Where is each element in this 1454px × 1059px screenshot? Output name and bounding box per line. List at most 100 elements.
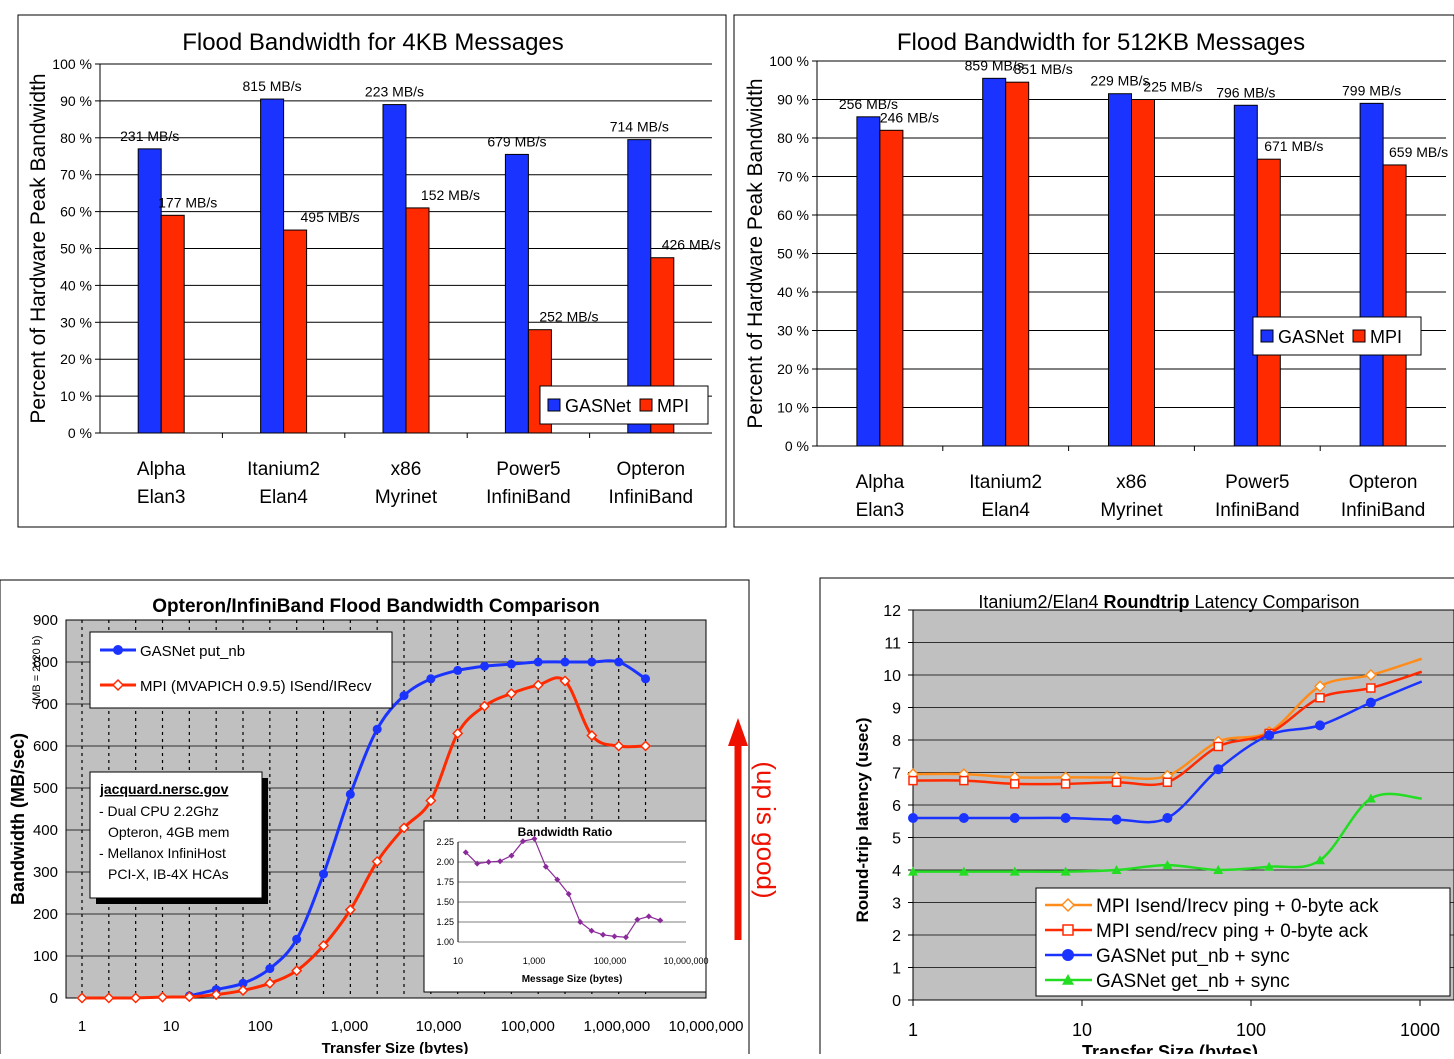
inset-y-tick-label: 2.25 (436, 837, 454, 847)
data-point (641, 674, 651, 684)
data-point (959, 775, 969, 786)
data-point (1009, 779, 1020, 789)
bar-mpi (1256, 158, 1281, 447)
x-tick-label: Power5 (1225, 472, 1289, 493)
x-tick-label: 10 (163, 1018, 180, 1035)
y-tick-label: 6 (892, 798, 901, 815)
legend-swatch (1352, 329, 1366, 343)
data-label: 426 MB/s (662, 237, 721, 253)
x-tick-label: Elan4 (259, 487, 308, 508)
annotation-box (89, 771, 263, 899)
y-tick-label: 8 (892, 733, 901, 750)
y-axis-label: Bandwidth (MB/sec) (8, 733, 28, 905)
data-point (614, 657, 624, 667)
bar-gasnet (137, 148, 162, 434)
y-tick-label: 7 (892, 766, 901, 783)
x-axis-label: Transfer Size (bytes) (1082, 1042, 1258, 1054)
data-point (1162, 813, 1173, 823)
legend: GASNet MPI (1252, 316, 1422, 356)
y-tick-label: 70 % (60, 167, 92, 183)
chart-512kb-panel: Flood Bandwidth for 512KB Messages 0 % 10 … (730, 0, 1454, 535)
data-point (1111, 777, 1122, 787)
y-tick-label: 4 (892, 863, 901, 880)
legend-marker (1062, 949, 1074, 961)
x-tick-label: InfiniBand (1215, 500, 1300, 521)
data-label: 799 MB/s (1342, 82, 1401, 98)
y-tick-label: 10 (883, 668, 901, 685)
x-tick-label: InfiniBand (609, 487, 694, 508)
chart-frame (733, 14, 1454, 528)
x-tick-label: Alpha (137, 459, 186, 480)
data-point (1366, 683, 1376, 693)
y-tick-label: 20 % (60, 351, 92, 367)
y-tick-label: 5 (892, 831, 901, 848)
bar-mpi (1131, 99, 1155, 447)
bar-gasnet (856, 116, 881, 447)
y-axis-label: Percent of Hardware Peak Bandwidth (27, 73, 50, 423)
data-point (426, 674, 436, 684)
x-tick-label: Opteron (616, 459, 685, 480)
legend-swatch (1260, 329, 1274, 343)
legend-box (1035, 887, 1451, 997)
x-tick-label: Myrinet (375, 487, 438, 508)
chart-frame (17, 14, 727, 528)
data-point (480, 661, 490, 671)
data-label: 177 MB/s (158, 194, 217, 210)
legend-marker (1062, 924, 1074, 936)
y-tick-label: 1 (892, 961, 901, 978)
data-point (425, 795, 437, 807)
y-tick-label: 90 % (777, 92, 809, 108)
x-tick-label: Itanium2 (969, 472, 1042, 493)
data-point (264, 977, 276, 989)
bar-gasnet (982, 77, 1007, 447)
annotation-title: jacquard.nersc.gov (99, 781, 229, 797)
data-label: 256 MB/s (839, 96, 898, 112)
y-tick-label: 30 % (777, 323, 809, 339)
chart-opteron-bandwidth: Opteron/InfiniBand Flood Bandwidth Compa… (0, 579, 781, 1059)
legend-label: GASNet put_nb + sync (1096, 946, 1290, 967)
data-point (532, 679, 544, 691)
data-label: 815 MB/s (243, 78, 302, 94)
y-tick-label: 800 (33, 654, 58, 671)
x-tick-label: 100,000 (501, 1018, 555, 1035)
x-tick-label: Myrinet (1100, 500, 1163, 521)
y-tick-label: 90 % (60, 93, 92, 109)
data-point (908, 813, 918, 823)
data-point (76, 992, 88, 1004)
bar-gasnet (1359, 102, 1384, 447)
data-point (908, 775, 918, 786)
inset-x-tick-label: 100,000 (594, 956, 627, 966)
data-point (319, 869, 329, 879)
bar-mpi (1382, 164, 1407, 447)
data-point (1111, 814, 1122, 825)
data-point (505, 687, 517, 700)
data-point (958, 866, 969, 876)
inset-data-point (474, 860, 481, 867)
y-tick-label: 10 % (777, 400, 809, 416)
y-tick-label: 2 (892, 928, 901, 945)
data-label: 859 MB/s (965, 57, 1024, 73)
y-tick-label: 50 % (60, 241, 92, 257)
x-axis-label: Transfer Size (bytes) (322, 1040, 469, 1054)
inset-chart: Bandwidth Ratio 1.00 1.25 1.50 1.75 2.00 2.25 1… (423, 820, 709, 993)
data-point (613, 740, 625, 752)
legend-marker (111, 678, 125, 692)
legend-label: GASNet put_nb (140, 643, 245, 660)
chart-itanium-latency-panel: Itanium2/Elan4 Roundtrip Latency Compari… (800, 570, 1454, 1059)
data-label: 231 MB/s (120, 128, 179, 144)
inset-title: Bandwidth Ratio (518, 825, 613, 839)
y-axis-unit-note: (MB = 2^20 b) (31, 635, 43, 704)
data-point (506, 659, 516, 669)
chart-4kb: Flood Bandwidth for 4KB Messages 0 % 10 % 2… (17, 14, 727, 528)
inset-data-point (657, 917, 664, 924)
inset-data-point (600, 931, 607, 938)
inset-data-point (565, 891, 572, 897)
x-tick-label: 100 (248, 1018, 273, 1035)
data-label: 714 MB/s (610, 119, 669, 135)
data-point (639, 740, 652, 752)
bar-mpi (879, 129, 904, 447)
x-tick-label: 1000 (1400, 1020, 1440, 1040)
bar-gasnet (260, 98, 285, 434)
legend-label: MPI (MVAPICH 0.9.5) ISend/IRecv (140, 678, 372, 695)
inset-y-tick-label: 1.75 (436, 877, 454, 887)
